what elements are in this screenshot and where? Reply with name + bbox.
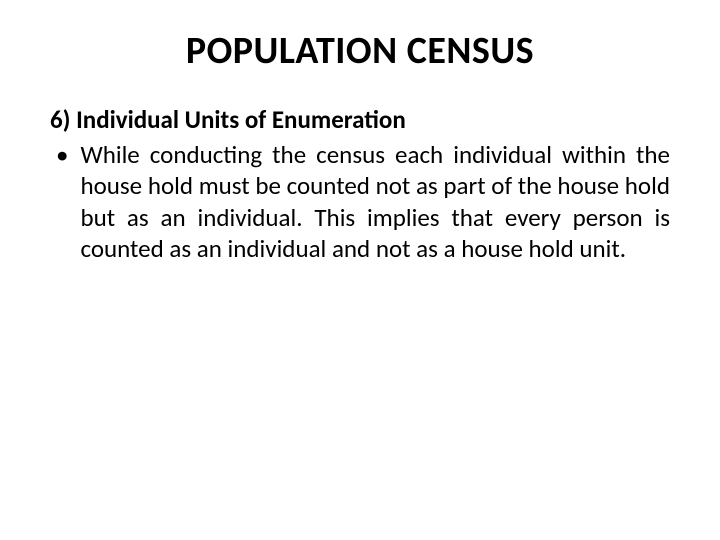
slide-title: POPULATION CENSUS <box>50 28 670 74</box>
body-paragraph: While conducting the census each individ… <box>80 139 670 264</box>
slide-container: POPULATION CENSUS 6) Individual Units of… <box>0 0 720 540</box>
bullet-item: • While conducting the census each indiv… <box>50 139 670 264</box>
bullet-marker: • <box>56 139 68 170</box>
section-subheading: 6) Individual Units of Enumeration <box>50 104 670 135</box>
